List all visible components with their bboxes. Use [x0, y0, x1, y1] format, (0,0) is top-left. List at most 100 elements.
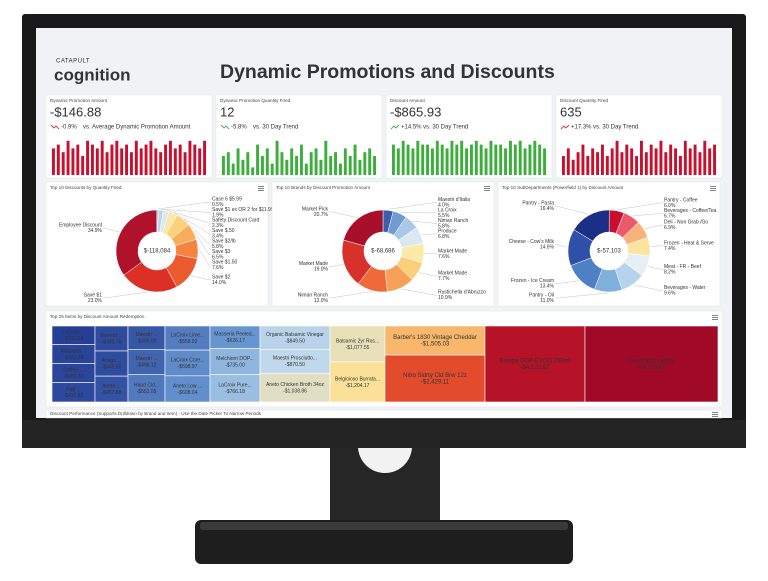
trend-bar [426, 144, 430, 175]
trend-bar [460, 140, 464, 175]
menu-icon-bar [710, 186, 716, 187]
trend-bar [256, 144, 260, 175]
slice-name: Market Made [299, 261, 328, 267]
leader-line [419, 272, 437, 277]
stand-base [195, 520, 573, 564]
slice-label: Employee Discount 34.9% [59, 223, 103, 235]
slice-name: Pantry - Coffee [664, 198, 698, 204]
treemap-cell [164, 375, 211, 403]
slice-value: 19.0% [314, 267, 329, 273]
leader-line [401, 288, 437, 296]
slice-value: 14.0% [212, 280, 227, 286]
trend-bar [391, 144, 395, 175]
leader-line [329, 291, 372, 299]
slice-label: Market Made 7.7% [438, 271, 467, 283]
kpi-title: Discount Amount [390, 98, 425, 103]
treemap-value: -$608.04 [178, 390, 198, 396]
treemap-value: -$1,038.86 [283, 389, 307, 395]
slice-label: La Croix 5.5% [438, 208, 457, 220]
trend-arrow [560, 124, 570, 130]
treemap-cell [209, 374, 261, 403]
slice-name: Produce [438, 229, 457, 235]
slice-value: 13.4% [540, 284, 555, 290]
menu-icon-bar [712, 315, 718, 316]
trend-bar [368, 148, 372, 175]
slice-label: Save $.50 3.4% [212, 228, 235, 240]
slice-value: 5.8% [438, 224, 450, 230]
trend-bar [221, 156, 225, 175]
trend-bar [499, 144, 503, 175]
slice-label: Save $3 6.5% [212, 249, 231, 261]
trend-bar [518, 140, 522, 175]
slice-label: Meat - FR - Beef 8.2% [664, 264, 702, 276]
treemap-name: Aneto Low ... [173, 383, 202, 389]
trend-bar [246, 152, 250, 175]
slice-value: 16.4% [540, 207, 555, 213]
trend-bar [231, 163, 235, 175]
treemap-name: Fresh Mozzarella [628, 359, 675, 365]
trend-bar [435, 140, 439, 175]
donut-title: Top 10 SubDepartments (Powerfield 1) by … [502, 185, 624, 190]
trend-bar [164, 144, 168, 175]
trend-bar [125, 144, 129, 175]
slice-label: Produce 6.8% [438, 229, 457, 241]
donut-title: Top 10 Brands by Discount Promotion Amou… [276, 185, 371, 190]
leader-line [103, 291, 148, 299]
trend-bar [406, 144, 410, 175]
trend-bar [373, 156, 377, 175]
treemap-value: -$766.18 [225, 389, 245, 395]
leader-line [183, 218, 211, 245]
slice-label: Save $2/lb 5.8% [212, 239, 236, 251]
slice-value: 7.7% [438, 276, 450, 282]
trend-bar [149, 140, 153, 175]
trend-bar [115, 140, 119, 175]
trend-bar [440, 144, 444, 175]
leader-line [632, 213, 663, 217]
kpi-delta: -0.9% [61, 125, 77, 131]
trend-bar [329, 156, 333, 175]
menu-icon-bar [712, 317, 718, 318]
treemap-cell [127, 349, 166, 375]
donut-center: $-68,686 [371, 249, 395, 255]
treemap-cell [584, 325, 719, 403]
menu-icon-bar [710, 190, 716, 191]
trend-bar [353, 144, 357, 175]
slice-name: Save $.50 [212, 228, 235, 234]
trend-bar [513, 144, 517, 175]
donut-slice [343, 209, 384, 247]
trend-bar [674, 148, 678, 175]
treemap-cell [384, 354, 486, 403]
trend-bar [630, 148, 634, 175]
trend-bar [314, 148, 318, 175]
treemap-name: Hand Cld... [134, 382, 159, 388]
menu-icon-bar [258, 190, 264, 191]
trend-bar [270, 163, 274, 175]
leader-line [173, 212, 211, 234]
trend-bar [586, 156, 590, 175]
trend-bar [528, 144, 532, 175]
treemap-value: -$626.17 [225, 338, 245, 344]
slice-name: Niman Ranch [298, 293, 329, 299]
trend-bar [134, 140, 138, 175]
slice-name: Save $1 [84, 293, 103, 299]
menu-icon-bar [710, 188, 716, 189]
trend-bar [265, 148, 269, 175]
trend-bar [193, 144, 197, 175]
leader-line [388, 202, 437, 210]
menu-icon-bar [484, 186, 490, 187]
treemap-name: Belgioioso Burrata... [335, 376, 380, 382]
trend-bar [139, 148, 143, 175]
trend-bar [659, 140, 663, 175]
kpi-title: Dynamic Promotion Quantity Fired [220, 98, 291, 103]
trend-bar [416, 140, 420, 175]
treemap-name: Coffee ... [63, 367, 83, 373]
leader-line [190, 275, 211, 280]
menu-icon-bar [484, 190, 490, 191]
trend-bar [625, 144, 629, 175]
leader-line [555, 206, 589, 215]
kpi-delta: -5.8% [231, 125, 247, 131]
slice-label: Niman Ranch 5.8% [438, 218, 469, 230]
stand-base-top [200, 522, 568, 530]
slice-name: Market Pick [302, 207, 329, 213]
trend-bar [698, 152, 702, 175]
